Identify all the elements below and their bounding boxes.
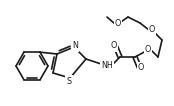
Text: O: O	[149, 26, 155, 34]
Text: O: O	[111, 42, 117, 50]
Text: S: S	[66, 77, 72, 86]
Text: N: N	[72, 42, 78, 50]
Text: NH: NH	[101, 61, 113, 70]
Text: O: O	[138, 63, 144, 73]
Text: O: O	[145, 45, 151, 54]
Text: O: O	[115, 20, 121, 29]
